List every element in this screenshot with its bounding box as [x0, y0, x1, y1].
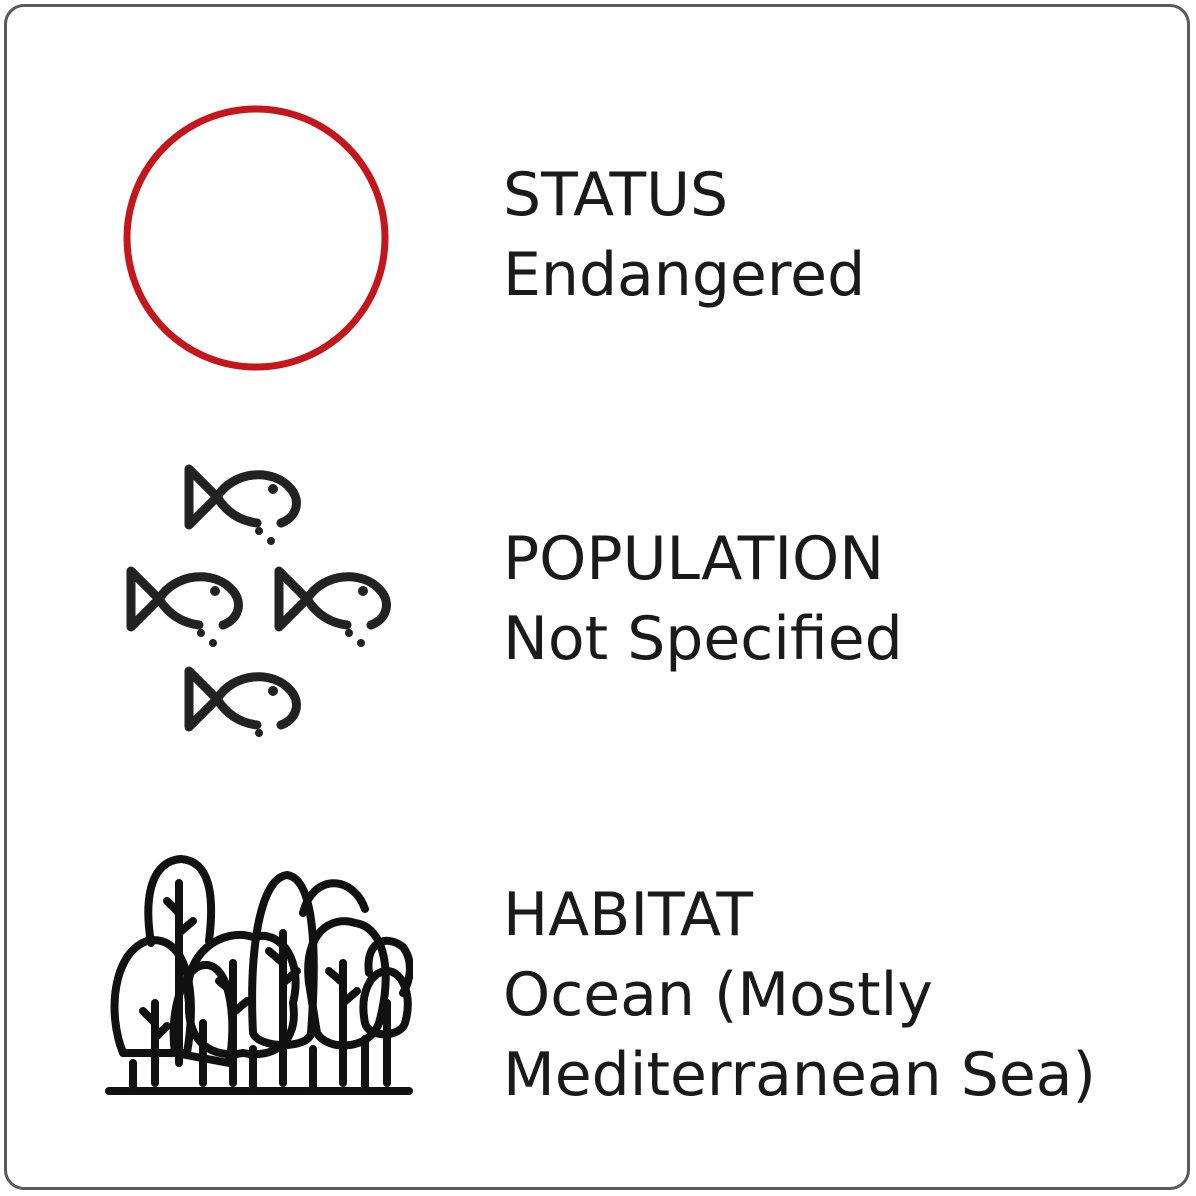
info-card: STATUS Endangered POPULATION: [4, 4, 1190, 1190]
population-label: POPULATION: [503, 524, 885, 594]
red-circle-icon: [123, 105, 389, 371]
status-label: STATUS: [503, 160, 729, 230]
forest-icon: [105, 855, 413, 1095]
status-text: STATUS Endangered: [503, 155, 865, 315]
fish-school-icon: [119, 459, 399, 739]
status-value: Endangered: [503, 240, 866, 310]
habitat-value-line-1: Ocean (Mostly: [503, 960, 933, 1030]
habitat-text: HABITAT Ocean (Mostly Mediterranean Sea): [503, 875, 1096, 1115]
population-text: POPULATION Not Specified: [503, 519, 903, 679]
population-value: Not Specified: [503, 604, 903, 674]
habitat-label: HABITAT: [503, 880, 754, 950]
habitat-value-line-2: Mediterranean Sea): [503, 1040, 1096, 1110]
